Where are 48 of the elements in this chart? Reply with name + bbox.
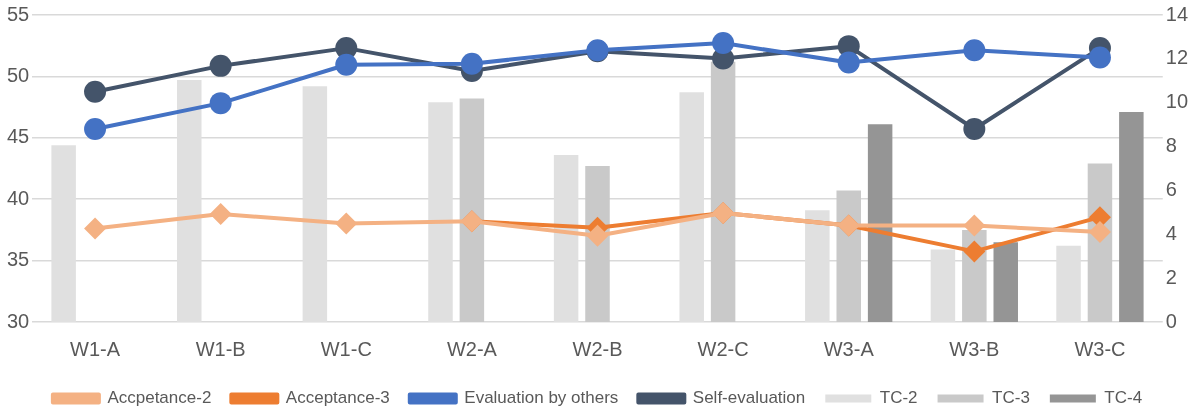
y-tick-label: 40	[7, 186, 30, 209]
y-tick-label: 55	[7, 2, 30, 25]
y2-tick-label: 10	[1165, 90, 1188, 113]
point	[963, 118, 986, 141]
y2-tick-label: 4	[1165, 221, 1177, 244]
point	[712, 32, 735, 55]
x-tick-label: W3-A	[823, 337, 875, 360]
x-tick-label: W2-A	[446, 337, 498, 360]
y-tick-label: 30	[7, 309, 30, 332]
point	[963, 240, 986, 263]
x-tick-label: W1-A	[70, 337, 121, 360]
legend-label: Acceptance-3	[285, 388, 390, 408]
legend-label: TC-4	[1104, 388, 1143, 408]
legend-label: TC-3	[992, 388, 1030, 408]
point	[84, 118, 107, 141]
legend-label: Evaluation by others	[464, 388, 619, 408]
x-tick-label: W1-B	[195, 337, 246, 360]
point	[84, 217, 107, 240]
point	[586, 224, 609, 247]
x-tick-label: W3-B	[949, 337, 1000, 360]
point	[963, 214, 986, 237]
x-tick-label: W2-C	[697, 337, 749, 360]
point	[460, 52, 483, 75]
y2-tick-label: 0	[1165, 309, 1177, 332]
point	[837, 51, 860, 74]
point	[84, 80, 107, 103]
point	[1088, 221, 1111, 244]
x-tick-label: W2-B	[572, 337, 623, 360]
point	[209, 92, 232, 115]
legend-label: Self-evaluation	[692, 388, 806, 408]
point	[209, 54, 232, 77]
point	[963, 39, 986, 62]
legend-label: TC-2	[879, 388, 918, 408]
y2-tick-label: 2	[1165, 265, 1177, 288]
y2-tick-label: 12	[1165, 46, 1188, 69]
point	[335, 53, 358, 76]
y-tick-label: 45	[7, 125, 30, 148]
y2-tick-label: 8	[1165, 134, 1177, 157]
y-tick-label: 35	[7, 248, 30, 271]
point	[335, 212, 358, 235]
x-tick-label: W1-C	[320, 337, 372, 360]
x-tick-label: W3-C	[1074, 337, 1126, 360]
y2-tick-label: 6	[1165, 177, 1177, 200]
legend-label: Accpetance-2	[107, 388, 212, 408]
y2-tick-label: 14	[1165, 2, 1188, 25]
point	[209, 203, 232, 226]
y-tick-label: 50	[7, 63, 30, 86]
point	[1088, 46, 1111, 69]
